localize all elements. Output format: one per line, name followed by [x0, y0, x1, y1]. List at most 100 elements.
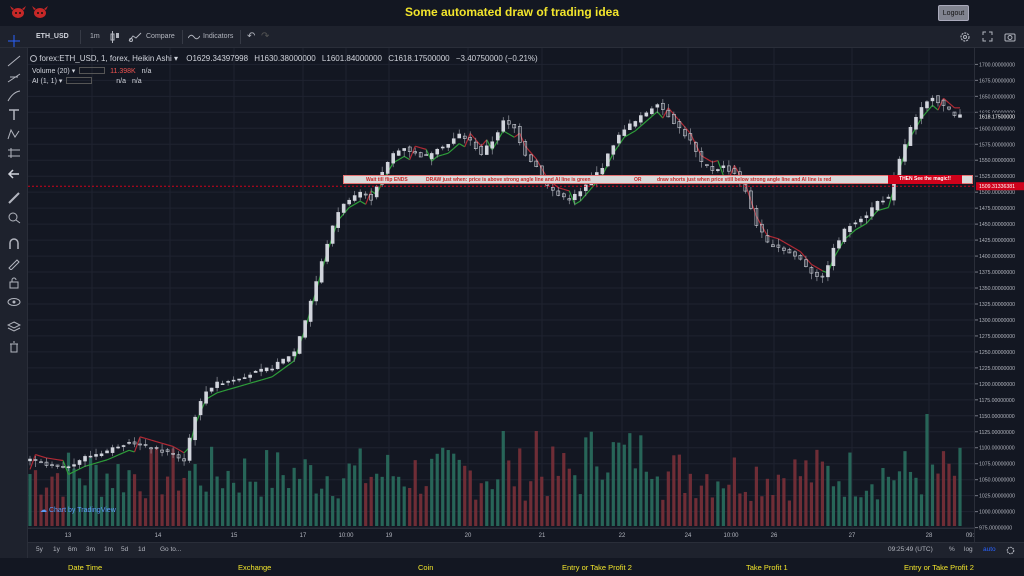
crosshair-icon[interactable] — [7, 35, 21, 47]
range-5d[interactable]: 5d — [121, 546, 129, 553]
candle-body — [853, 222, 858, 225]
range-1y[interactable]: 1y — [53, 546, 60, 553]
indicators-icon[interactable] — [188, 33, 200, 41]
goto-date-button[interactable]: Go to... — [160, 546, 182, 553]
volume-bar — [936, 473, 940, 526]
chevron-down-icon[interactable]: ▾ — [58, 78, 63, 85]
legend-toggle-icon[interactable] — [30, 55, 37, 62]
candle-body — [561, 193, 566, 198]
legend-low: L1601.84000000 — [321, 54, 382, 63]
ai-line-segment — [227, 387, 234, 391]
ai-line-segment — [717, 160, 724, 176]
candle-body — [66, 466, 71, 469]
candle-body — [385, 162, 390, 174]
candle-body — [391, 153, 395, 164]
redo-icon[interactable]: ↷ — [261, 31, 270, 42]
time-tick-label: 20 — [465, 533, 472, 539]
price-chart[interactable] — [28, 48, 974, 529]
price-scale[interactable]: 1700.00000000 1675.00000000 1650.00000000 1… — [975, 48, 1024, 542]
auto-toggle[interactable]: auto — [983, 546, 996, 553]
logout-button[interactable]: Logout — [938, 5, 969, 21]
eye-icon[interactable] — [7, 296, 21, 308]
toolbar-divider — [80, 30, 81, 44]
range-1d[interactable]: 1d — [138, 546, 146, 553]
volume-bar — [782, 478, 786, 526]
candle-body — [793, 251, 797, 257]
range-1m[interactable]: 1m — [104, 546, 114, 553]
layers-icon[interactable] — [7, 321, 21, 333]
tradingview-watermark[interactable]: ☁ Chart by TradingView — [40, 506, 116, 514]
study-control-icons[interactable] — [79, 67, 106, 74]
utc-clock[interactable]: 09:25:49 (UTC) — [888, 546, 933, 553]
undo-icon[interactable]: ↶ — [247, 31, 256, 42]
candle-body — [160, 449, 164, 453]
chart-pane[interactable]: forex:ETH_USD, 1, forex, Heikin Ashi ▾ O… — [28, 48, 974, 529]
candle-body — [826, 265, 830, 278]
trash-icon[interactable] — [7, 341, 21, 353]
main-series-legend: forex:ETH_USD, 1, forex, Heikin Ashi ▾ O… — [30, 54, 538, 63]
volume-bar — [44, 487, 49, 526]
stay-drawing-icon[interactable] — [7, 258, 21, 270]
ai-study-label[interactable]: AI (1, 1) — [32, 78, 57, 85]
log-toggle[interactable]: log — [964, 546, 973, 553]
volume-bar — [187, 470, 192, 526]
percent-toggle[interactable]: % — [949, 546, 955, 553]
candle-body — [666, 109, 671, 118]
volume-bar — [743, 491, 747, 526]
price-axis[interactable]: 1700.00000000 1675.00000000 1650.00000000 1… — [974, 48, 1024, 542]
study-control-icons[interactable] — [66, 77, 93, 84]
bull-logo-icon[interactable] — [10, 5, 26, 19]
volume-bar — [116, 464, 120, 526]
trendline-icon[interactable] — [7, 55, 21, 67]
ai-value-1: n/a — [116, 78, 127, 85]
back-arrow-icon[interactable] — [7, 168, 21, 180]
time-scale[interactable]: 13 14 15 17 10:00 19 20 21 22 24 10:00 26 27 28 09: — [28, 529, 975, 543]
range-5y[interactable]: 5y — [36, 546, 43, 553]
compare-button[interactable]: Compare — [146, 33, 175, 40]
ruler-icon[interactable] — [7, 192, 21, 204]
settings-gear-icon[interactable] — [959, 31, 971, 43]
range-3m[interactable]: 3m — [86, 546, 96, 553]
chevron-down-icon[interactable]: ▾ — [173, 54, 178, 63]
ai-line-segment — [778, 238, 785, 243]
zoom-in-icon[interactable] — [7, 212, 21, 224]
legend-symbol[interactable]: forex:ETH_USD, 1, forex, Heikin Ashi — [39, 54, 172, 63]
candle-body — [523, 141, 528, 156]
ai-line-segment — [855, 226, 862, 231]
candle-body — [639, 115, 643, 123]
brush-icon[interactable] — [7, 90, 21, 102]
candle-body — [672, 113, 676, 124]
candle-body — [941, 99, 946, 106]
lock-icon[interactable] — [7, 277, 21, 289]
range-6m[interactable]: 6m — [68, 546, 78, 553]
pattern-icon[interactable] — [7, 128, 21, 140]
volume-na: n/a — [141, 68, 152, 75]
compare-icon[interactable] — [128, 32, 142, 42]
indicators-button[interactable]: Indicators — [203, 33, 234, 40]
ai-value-2: n/a — [131, 78, 142, 85]
fib-icon[interactable] — [7, 72, 21, 84]
ai-line-segment — [95, 460, 102, 464]
volume-bar — [578, 494, 582, 526]
volume-bar — [209, 446, 214, 526]
symbol-search[interactable]: ETH_USD — [36, 33, 69, 40]
ai-line-segment — [112, 454, 119, 459]
text-tool-icon[interactable] — [7, 109, 21, 121]
interval-button[interactable]: 1m — [90, 33, 100, 40]
magnet-icon[interactable] — [7, 238, 21, 250]
candle-body — [583, 184, 588, 191]
prediction-icon[interactable] — [7, 147, 21, 159]
bull-logo-icon[interactable] — [32, 5, 48, 19]
volume-study-label[interactable]: Volume (20) — [32, 68, 70, 75]
chart-type-icon[interactable] — [110, 31, 120, 43]
ai-line-segment — [712, 159, 719, 163]
volume-bar — [154, 447, 159, 526]
time-axis[interactable]: 13 14 15 17 10:00 19 20 21 22 24 10:00 26 27 28 09: — [28, 528, 975, 543]
ai-line-segment — [673, 113, 680, 122]
ai-line-segment — [574, 200, 581, 205]
settings-gear-icon[interactable] — [1006, 546, 1015, 555]
camera-icon[interactable] — [1004, 32, 1016, 42]
trading-idea-annotation[interactable]: Wait till flip ENDS DRAW just when: pric… — [343, 175, 973, 184]
chevron-down-icon[interactable]: ▾ — [71, 68, 76, 75]
fullscreen-icon[interactable] — [982, 31, 993, 42]
